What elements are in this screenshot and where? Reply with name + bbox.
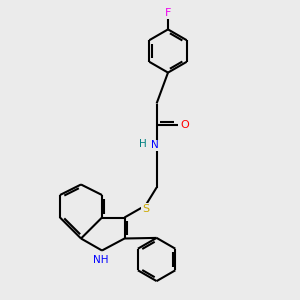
Text: F: F: [165, 8, 171, 18]
Text: N: N: [151, 140, 159, 151]
Text: S: S: [142, 204, 149, 214]
Text: NH: NH: [93, 255, 108, 265]
Text: O: O: [181, 119, 190, 130]
Text: H: H: [139, 139, 147, 149]
